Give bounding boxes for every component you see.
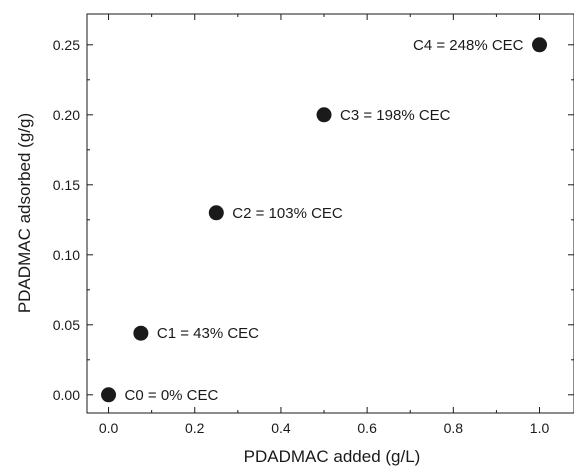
data-point	[133, 325, 149, 341]
point-label: C2 = 103% CEC	[232, 205, 343, 222]
x-tick-label: 0.2	[185, 420, 205, 436]
y-tick-label: 0.20	[53, 107, 80, 123]
x-tick-label: 0.6	[357, 420, 377, 436]
x-tick-label: 0.8	[444, 420, 464, 436]
x-tick-label: 1.0	[530, 420, 550, 436]
point-label: C3 = 198% CEC	[340, 107, 451, 124]
point-label: C4 = 248% CEC	[413, 37, 524, 54]
point-label: C1 = 43% CEC	[157, 325, 259, 342]
x-axis-label: PDADMAC added (g/L)	[244, 447, 421, 466]
plot-frame	[86, 13, 574, 414]
y-tick-label: 0.05	[53, 317, 80, 333]
data-point	[208, 205, 224, 221]
axis-ticks: 0.0 0.2 0.4 0.6 0.8 1.0 0.00 0.05 0.10 0.15 0.20 0.…	[53, 14, 574, 436]
x-tick-label: 0.4	[271, 420, 291, 436]
data-points: C0 = 0% CEC C1 = 43% CEC C2 = 103% CEC C3 =…	[101, 37, 548, 404]
y-tick-label: 0.00	[53, 387, 80, 403]
point-label: C0 = 0% CEC	[125, 387, 219, 404]
data-point	[101, 387, 117, 403]
y-tick-label: 0.15	[53, 177, 80, 193]
y-tick-label: 0.10	[53, 247, 80, 263]
data-point	[532, 37, 548, 53]
data-point	[316, 107, 332, 123]
x-tick-label: 0.0	[99, 420, 119, 436]
y-tick-label: 0.25	[53, 37, 80, 53]
y-axis-label: PDADMAC adsorbed (g/g)	[15, 113, 34, 313]
